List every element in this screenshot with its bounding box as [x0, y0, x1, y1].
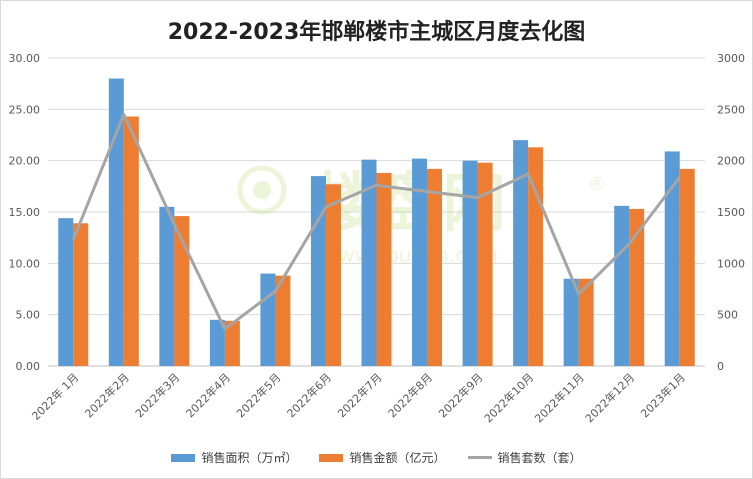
x-axis: 2022年 1月 2022年2月 2022年3月 2022年4月 2022年5月 2022…	[29, 370, 688, 425]
x-tick-label: 2022年5月	[233, 370, 283, 420]
bar	[275, 275, 291, 366]
bar	[563, 278, 579, 366]
y-left-tick-label: 15.00	[9, 206, 41, 219]
y-left-tick-label: 30.00	[9, 52, 41, 65]
y-right-tick-label: 2000	[717, 155, 745, 168]
x-tick-label: 2022年7月	[334, 370, 384, 420]
x-tick-label: 2022年9月	[435, 370, 485, 420]
bar	[108, 78, 124, 367]
bar	[513, 140, 529, 366]
bar	[477, 162, 493, 366]
bar	[73, 223, 89, 366]
bar-series	[58, 78, 695, 367]
bar	[629, 208, 645, 366]
bar	[224, 320, 240, 366]
bar	[664, 151, 680, 366]
x-tick-label: 2022年 1月	[29, 370, 82, 423]
y-left-tick-label: 25.00	[9, 103, 41, 116]
y-right-tick-label: 3000	[717, 52, 745, 65]
y-right-tick-label: 0	[717, 360, 724, 373]
bar	[260, 273, 276, 366]
x-tick-label: 2022年11月	[532, 370, 587, 425]
bar	[174, 216, 190, 366]
bar	[578, 278, 594, 366]
bar	[310, 176, 326, 366]
legend-label-units: 销售套数（套）	[497, 451, 582, 465]
x-tick-label: 2022年4月	[183, 370, 233, 420]
bar	[679, 168, 695, 366]
legend-swatch-area	[171, 453, 196, 462]
legend-label-amount: 销售金额（亿元）	[349, 451, 446, 465]
legend-item-amount: 销售金额（亿元）	[319, 449, 446, 466]
x-tick-label: 2022年12月	[582, 370, 637, 425]
bar	[412, 158, 428, 366]
x-tick-label: 2022年8月	[385, 370, 435, 420]
y-left-tick-label: 5.00	[16, 309, 41, 322]
legend-item-units: 销售套数（套）	[467, 449, 582, 466]
bar	[427, 168, 443, 366]
y-axis-left: 0.00 5.00 10.00 15.00 20.00 25.00 30.00	[9, 52, 41, 373]
x-tick-label: 2022年3月	[132, 370, 182, 420]
bar	[159, 206, 175, 366]
bar	[361, 159, 377, 366]
bar	[123, 116, 139, 367]
legend-swatch-amount	[319, 453, 344, 462]
x-tick-label: 2022年10月	[481, 370, 536, 425]
y-right-tick-label: 1500	[717, 206, 745, 219]
svg-text:®: ®	[588, 174, 606, 195]
line-series	[71, 112, 681, 331]
bar	[58, 218, 74, 366]
y-right-tick-label: 500	[717, 309, 738, 322]
x-tick-label: 2022年6月	[284, 370, 334, 420]
legend-label-area: 销售面积（万㎡）	[201, 451, 298, 465]
bar	[376, 172, 392, 366]
legend-swatch-units	[467, 456, 492, 459]
y-axis-right: 0 500 1000 1500 2000 2500 3000	[717, 52, 745, 373]
y-left-tick-label: 0.00	[16, 360, 41, 373]
chart-title: 2022-2023年邯郸楼市主城区月度去化图	[167, 20, 586, 45]
y-right-tick-label: 1000	[717, 257, 745, 270]
bar	[462, 160, 478, 366]
bar	[325, 184, 341, 366]
legend: 销售面积（万㎡） 销售金额（亿元） 销售套数（套）	[0, 449, 753, 466]
x-tick-label: 2023年1月	[638, 370, 688, 420]
legend-item-area: 销售面积（万㎡）	[171, 449, 297, 466]
y-left-tick-label: 10.00	[9, 257, 41, 270]
x-tick-label: 2022年2月	[82, 370, 132, 420]
y-left-tick-label: 20.00	[9, 155, 41, 168]
series-line	[71, 112, 681, 331]
y-right-tick-label: 2500	[717, 103, 745, 116]
bar	[209, 319, 225, 366]
bar	[614, 205, 630, 366]
